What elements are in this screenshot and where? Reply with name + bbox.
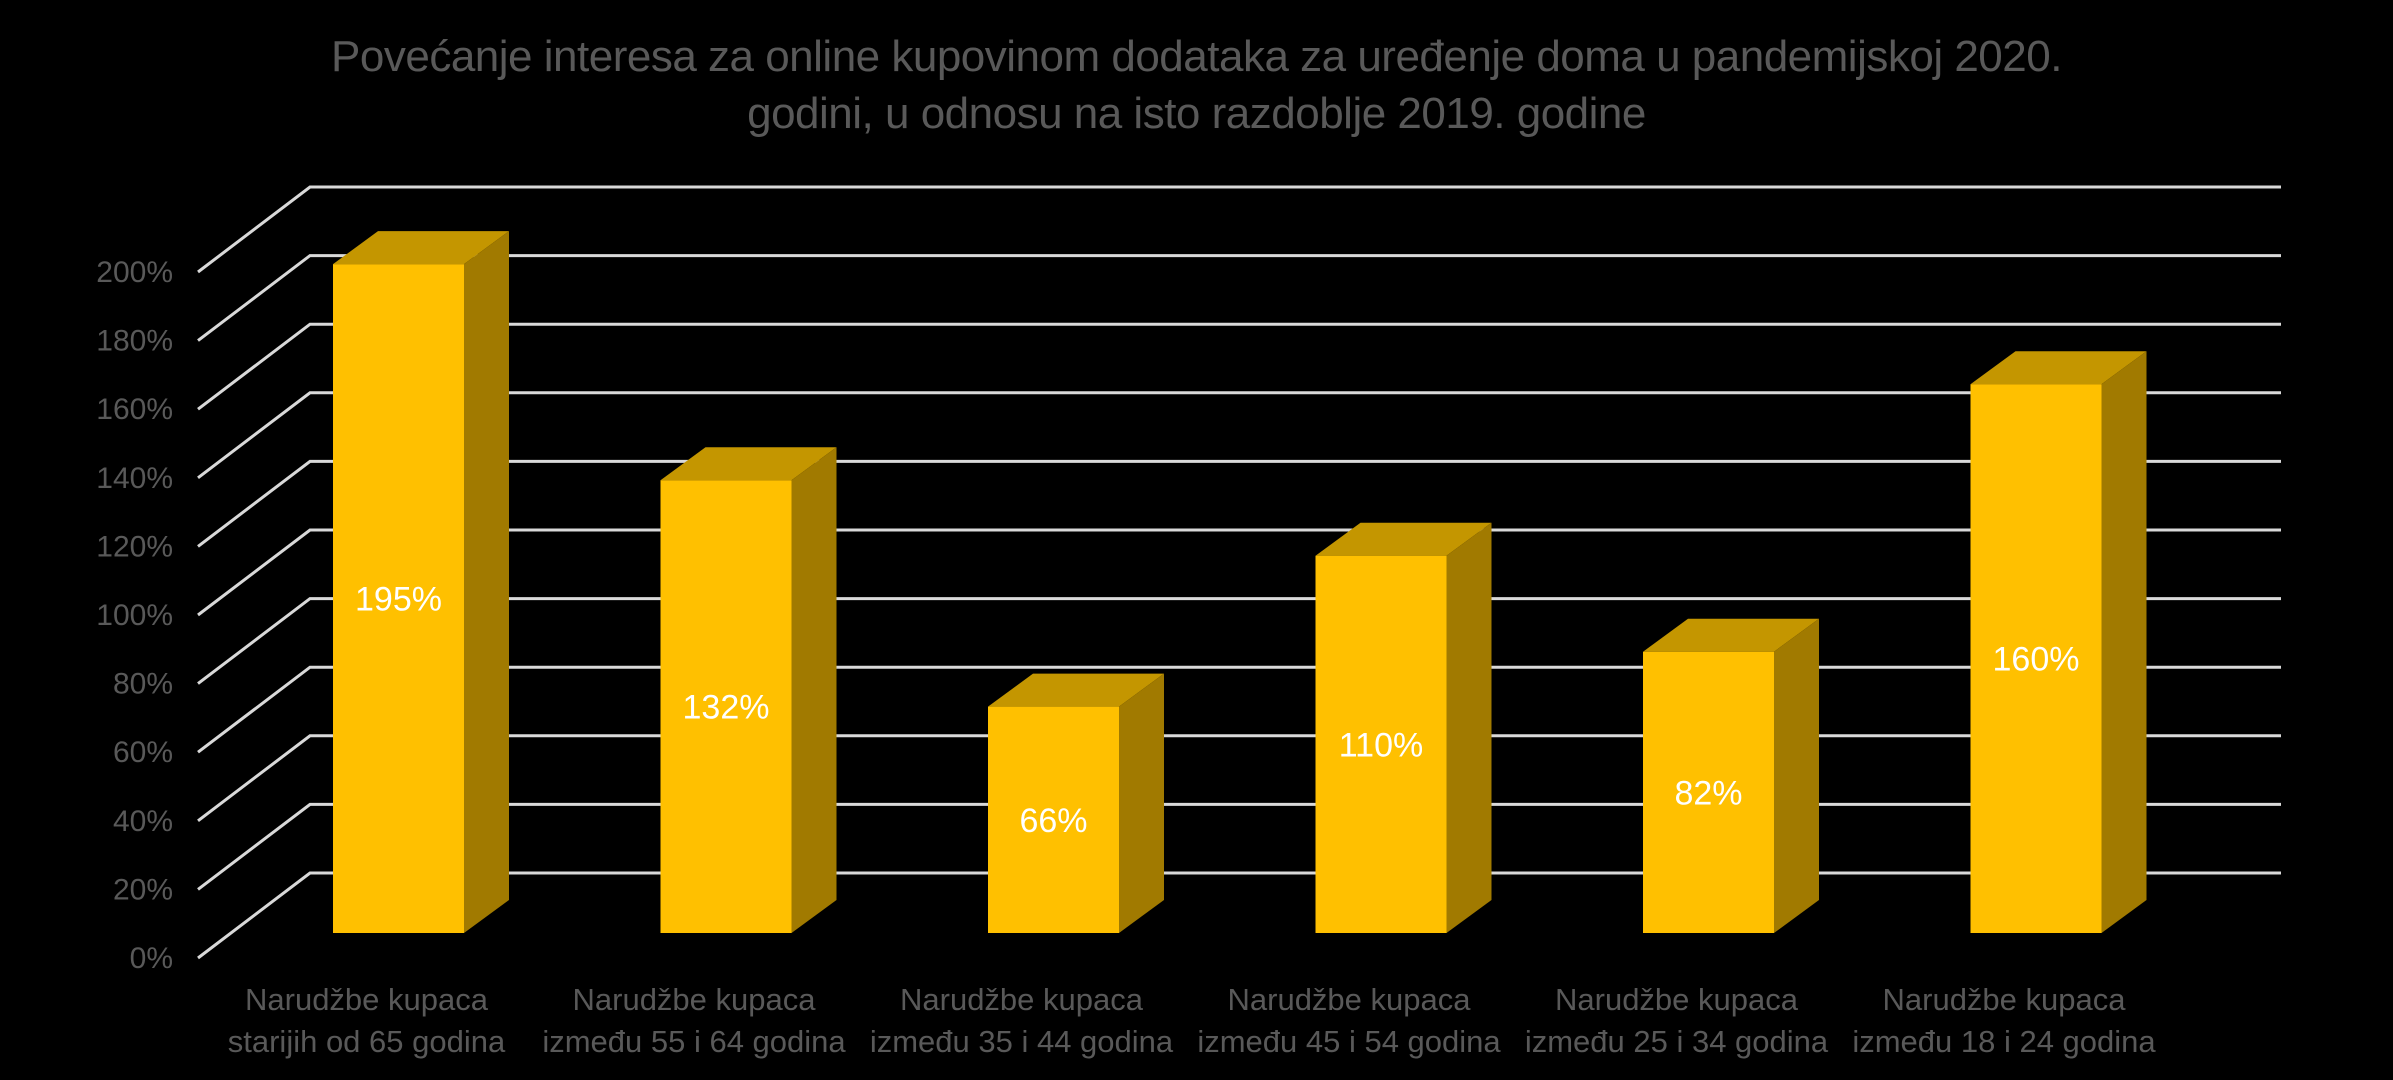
bar: [988, 706, 1119, 933]
category-label: Narudžbe kupaca između 45 i 54 godina: [1197, 982, 1501, 1059]
y-axis-tick-label: 140%: [96, 462, 173, 495]
y-axis-tick-label: 60%: [113, 736, 173, 769]
gridline: [197, 322, 2281, 411]
gridline: [197, 802, 2281, 891]
bar-value-label: 82%: [1674, 774, 1742, 812]
bar-top-face: [660, 447, 837, 481]
y-axis-tick-label: 100%: [96, 599, 173, 632]
bar-side-face: [1446, 522, 1492, 933]
gridline: [197, 528, 2281, 617]
y-axis-tick-label: 0%: [130, 942, 173, 975]
bar-value-label: 132%: [683, 689, 770, 727]
y-axis-tick-label: 40%: [113, 805, 173, 838]
bar: [333, 264, 464, 933]
bar-top-face: [333, 231, 509, 265]
gridline: [197, 871, 2281, 960]
bar: [1970, 384, 2102, 933]
category-label: Narudžbe kupaca između 55 i 64 godina: [542, 982, 846, 1059]
bar: [1643, 651, 1774, 933]
category-label: Narudžbe kupaca između 35 i 44 godina: [870, 982, 1174, 1059]
gridline: [197, 391, 2281, 479]
chart-title: Povećanje interesa za online kupovinom d…: [0, 28, 2393, 142]
bar-top-face: [1643, 618, 1819, 652]
gridline: [197, 734, 2281, 822]
gridline: [197, 665, 2281, 754]
bar-value-label: 160%: [1993, 641, 2080, 679]
y-axis-tick-label: 80%: [113, 668, 173, 701]
bar-side-face: [2101, 351, 2147, 933]
bar-top-face: [1970, 351, 2147, 385]
chart-title-line-2: godini, u odnosu na isto razdoblje 2019.…: [747, 89, 1646, 138]
bar-value-label: 195%: [355, 581, 442, 619]
gridline: [197, 254, 2281, 342]
y-axis-tick-label: 200%: [96, 256, 173, 289]
bar-top-face: [988, 673, 1164, 707]
gridline: [197, 459, 2281, 548]
bar-side-face: [1774, 618, 1819, 933]
bar: [660, 480, 792, 933]
bar-value-label: 66%: [1019, 802, 1087, 840]
y-axis-tick-label: 120%: [96, 530, 173, 563]
gridline: [197, 185, 2281, 274]
bar-value-label: 110%: [1339, 726, 1423, 764]
gridline: [197, 597, 2281, 685]
bar-side-face: [464, 231, 509, 933]
y-axis-tick-label: 160%: [96, 393, 173, 426]
category-label: Narudžbe kupaca starijih od 65 godina: [228, 982, 506, 1059]
bar-side-face: [791, 447, 837, 933]
bar-top-face: [1315, 522, 1492, 556]
category-label: Narudžbe kupaca između 25 i 34 godina: [1525, 982, 1829, 1059]
bar-side-face: [1119, 673, 1164, 933]
y-axis-tick-label: 180%: [96, 325, 173, 358]
bar: [1315, 555, 1447, 933]
category-label: Narudžbe kupaca između 18 i 24 godina: [1852, 982, 2156, 1059]
chart-title-line-1: Povećanje interesa za online kupovinom d…: [331, 32, 2062, 81]
y-axis-tick-label: 20%: [113, 873, 173, 906]
